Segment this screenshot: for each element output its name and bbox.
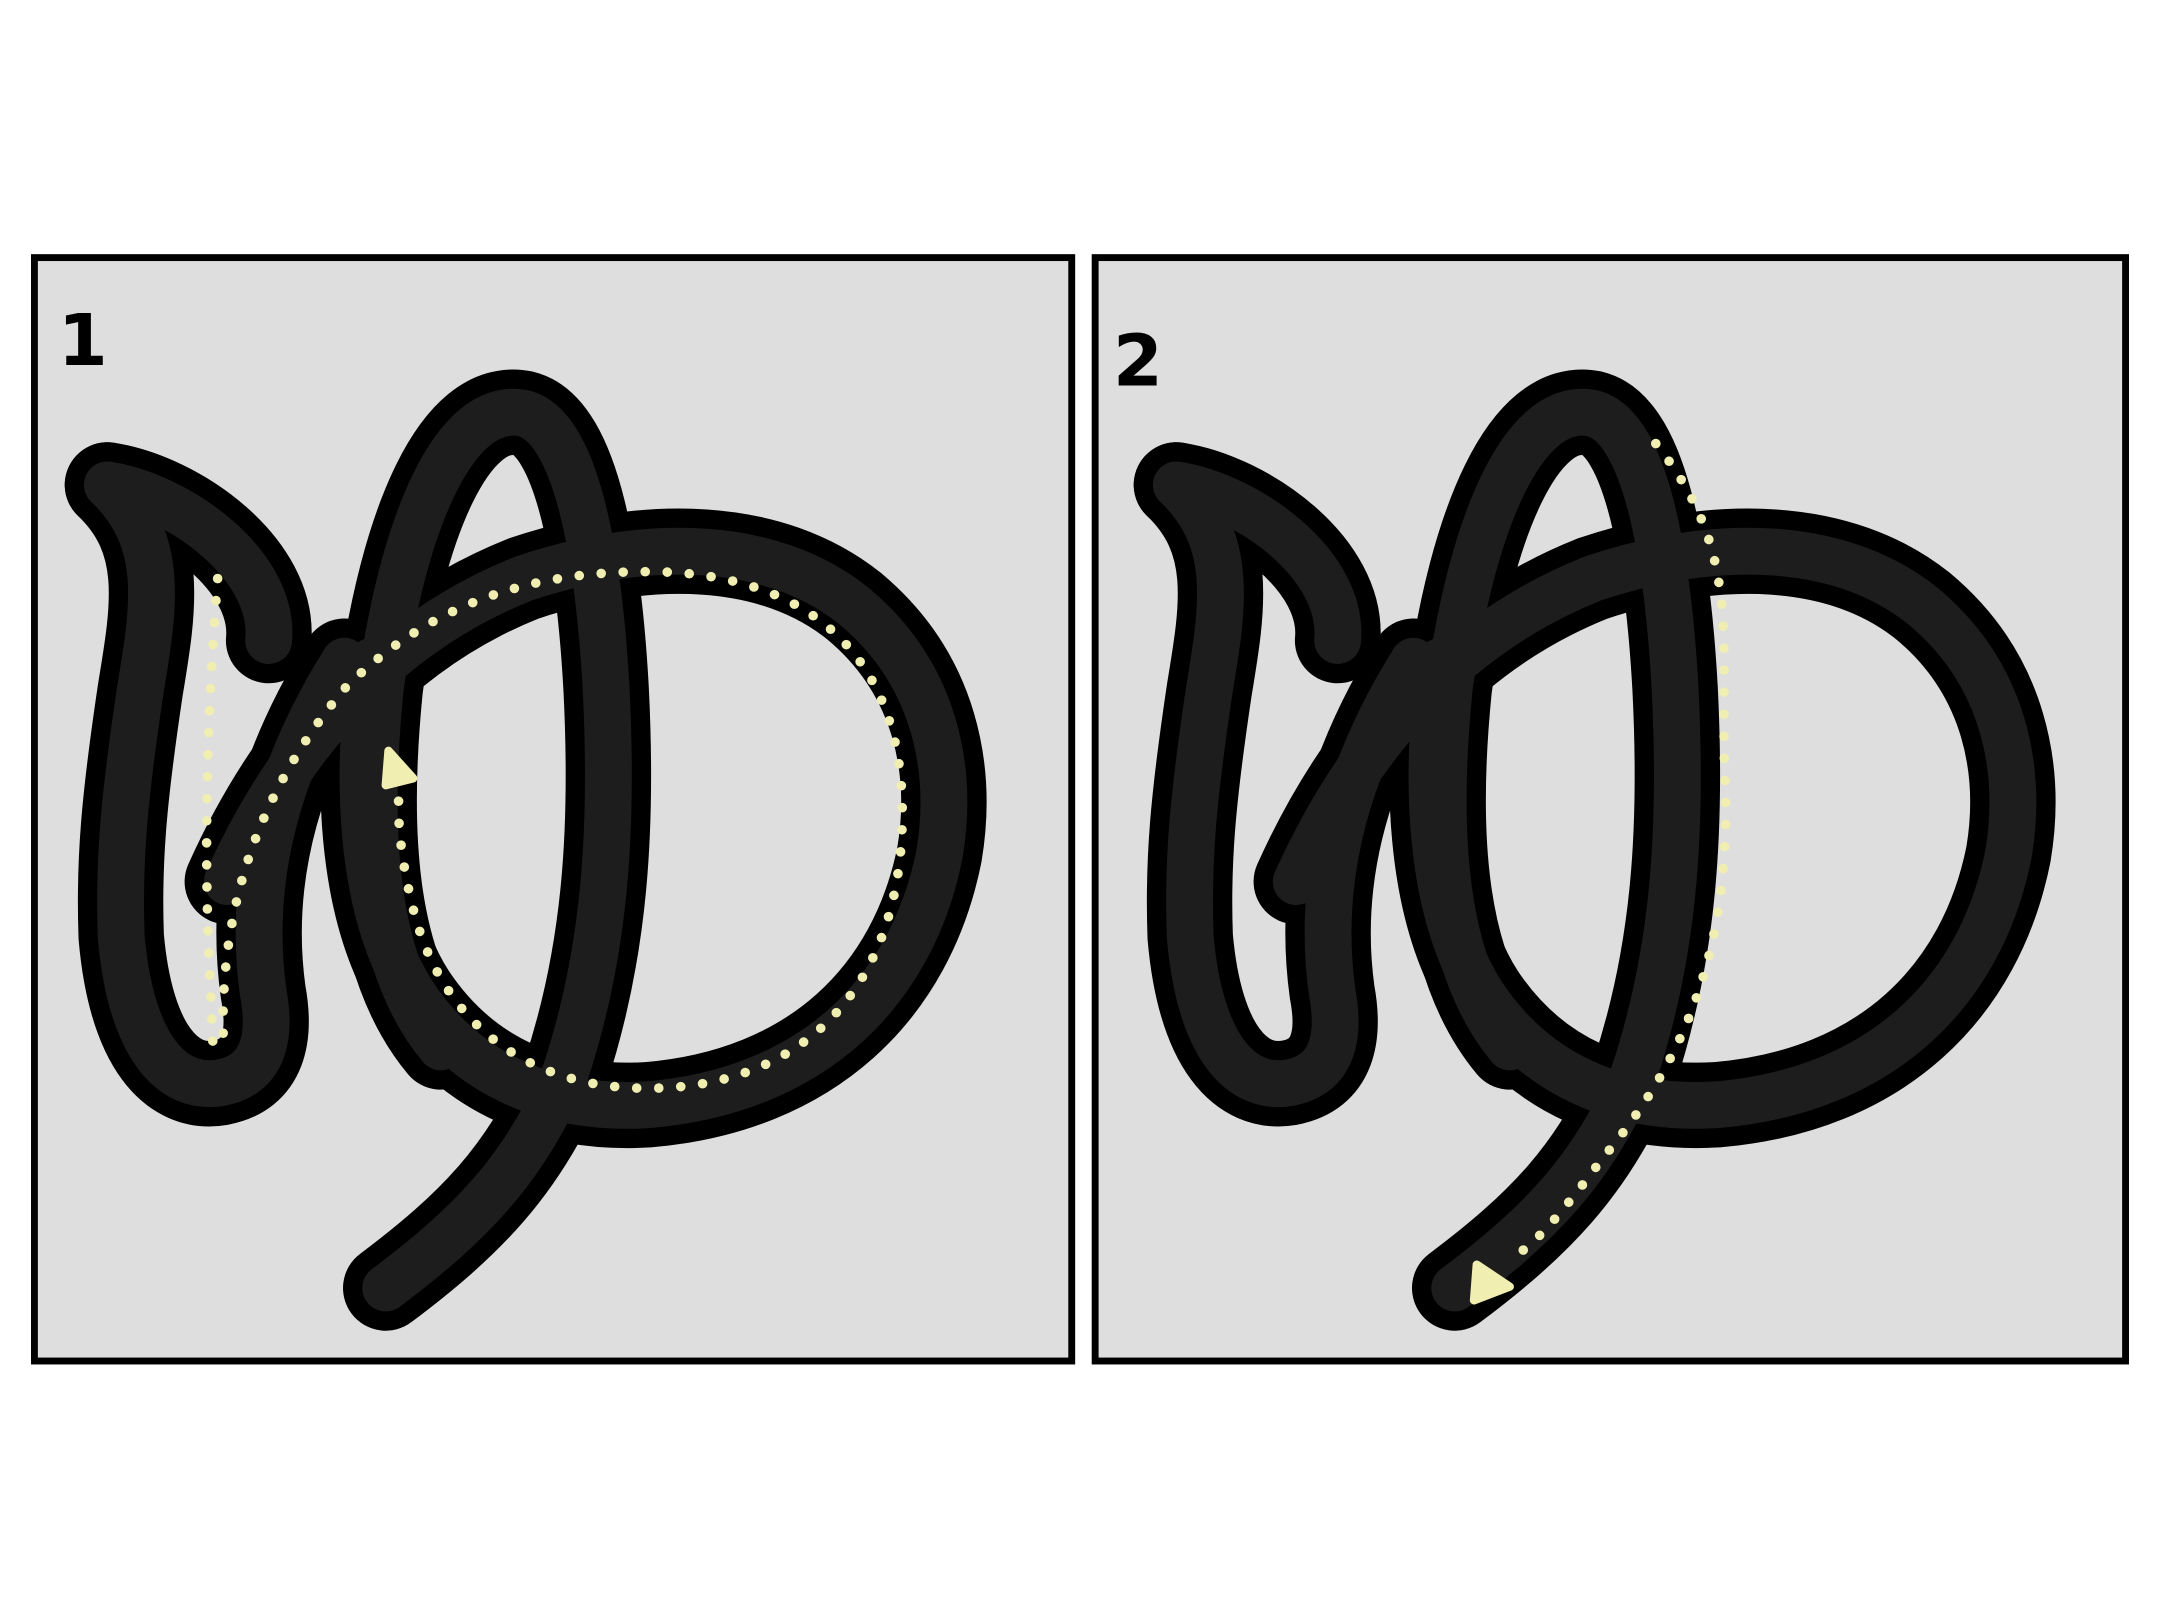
trace-guide <box>201 438 1731 1266</box>
direction-arrow <box>381 746 418 790</box>
panel-label: 1 <box>58 299 108 382</box>
panel-label: 2 <box>1113 320 1163 403</box>
trace-path <box>218 566 908 1094</box>
trace-path <box>1502 438 1731 1266</box>
direction-arrow <box>1469 1260 1514 1305</box>
trace-path <box>201 573 223 1063</box>
